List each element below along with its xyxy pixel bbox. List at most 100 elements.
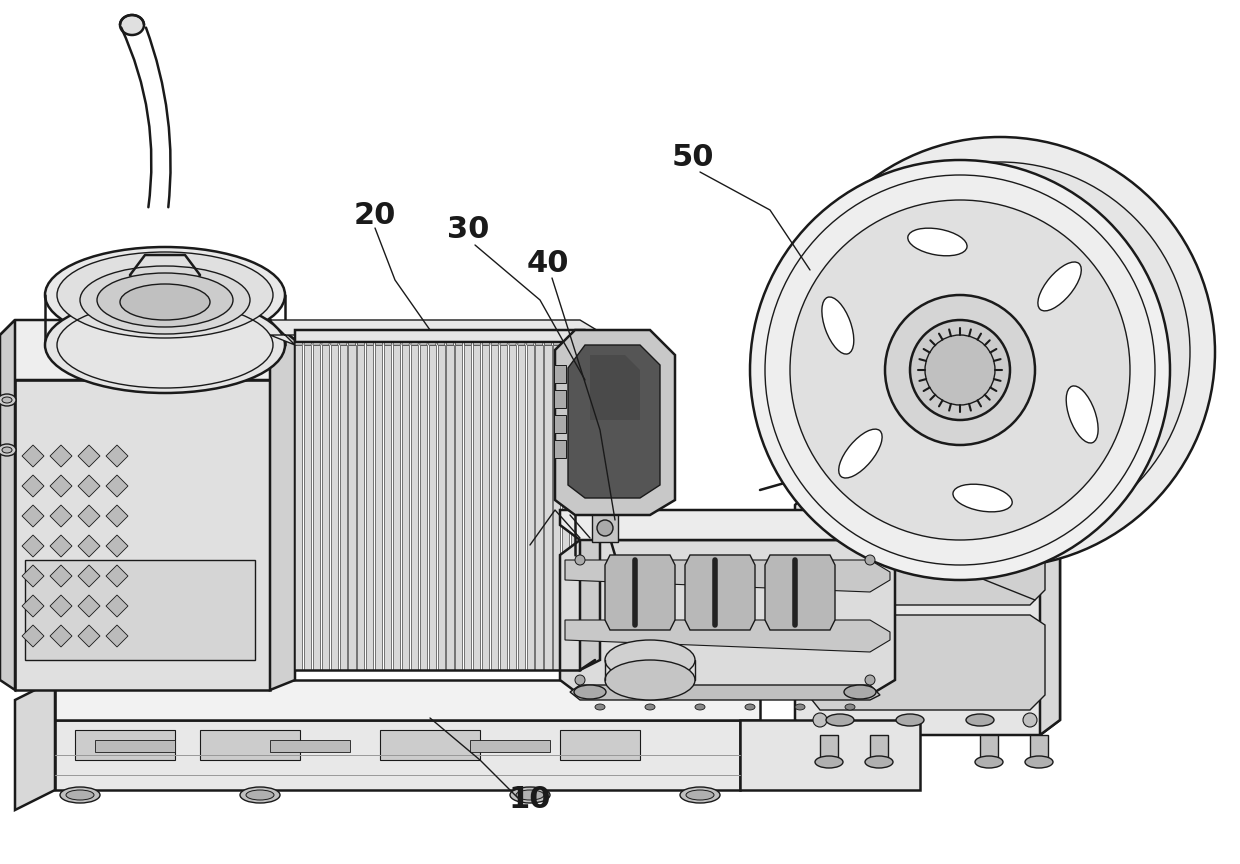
Polygon shape (312, 345, 320, 670)
Polygon shape (321, 345, 329, 670)
Polygon shape (379, 730, 480, 760)
Ellipse shape (765, 175, 1154, 565)
Polygon shape (544, 337, 553, 345)
Polygon shape (22, 565, 43, 587)
Polygon shape (419, 337, 428, 345)
Ellipse shape (516, 790, 544, 800)
Text: 10: 10 (508, 785, 552, 815)
Ellipse shape (1023, 713, 1037, 727)
Polygon shape (357, 337, 366, 345)
Polygon shape (553, 337, 562, 345)
Text: 20: 20 (353, 200, 397, 230)
Polygon shape (312, 337, 321, 345)
Ellipse shape (897, 714, 924, 726)
Polygon shape (517, 337, 526, 345)
Polygon shape (560, 540, 895, 695)
Ellipse shape (790, 200, 1130, 540)
Polygon shape (357, 345, 365, 670)
Ellipse shape (574, 685, 606, 699)
Ellipse shape (810, 162, 1190, 542)
Polygon shape (410, 337, 419, 345)
Polygon shape (474, 337, 481, 345)
Polygon shape (321, 337, 330, 345)
Polygon shape (22, 445, 43, 467)
Polygon shape (570, 685, 880, 700)
Polygon shape (78, 535, 100, 557)
Polygon shape (340, 337, 348, 345)
Polygon shape (50, 475, 72, 497)
Ellipse shape (844, 685, 875, 699)
Polygon shape (348, 337, 357, 345)
Polygon shape (393, 337, 402, 345)
Polygon shape (565, 560, 890, 592)
Polygon shape (78, 445, 100, 467)
Ellipse shape (1066, 386, 1099, 443)
Ellipse shape (1023, 503, 1037, 517)
Ellipse shape (2, 447, 12, 453)
Polygon shape (105, 535, 128, 557)
Polygon shape (565, 620, 890, 652)
Ellipse shape (605, 640, 694, 680)
Polygon shape (270, 320, 295, 690)
Ellipse shape (595, 704, 605, 710)
Polygon shape (105, 595, 128, 617)
Polygon shape (517, 345, 525, 670)
Polygon shape (554, 390, 565, 408)
Polygon shape (78, 475, 100, 497)
Polygon shape (808, 510, 1045, 605)
Ellipse shape (815, 756, 843, 768)
Polygon shape (50, 565, 72, 587)
Polygon shape (50, 625, 72, 647)
Polygon shape (808, 615, 1045, 710)
Ellipse shape (885, 295, 1035, 445)
Ellipse shape (575, 555, 585, 565)
Polygon shape (22, 595, 43, 617)
Ellipse shape (925, 335, 994, 405)
Polygon shape (50, 505, 72, 527)
Polygon shape (295, 337, 304, 345)
Polygon shape (22, 625, 43, 647)
Ellipse shape (66, 790, 94, 800)
Polygon shape (50, 595, 72, 617)
Polygon shape (562, 337, 570, 345)
Polygon shape (455, 345, 463, 670)
Polygon shape (482, 345, 489, 670)
Polygon shape (438, 337, 446, 345)
Ellipse shape (81, 266, 250, 334)
Ellipse shape (120, 15, 144, 35)
Polygon shape (590, 355, 640, 420)
Polygon shape (295, 345, 303, 670)
Polygon shape (591, 515, 618, 542)
Ellipse shape (975, 756, 1003, 768)
Ellipse shape (241, 787, 280, 803)
Ellipse shape (57, 252, 273, 338)
Polygon shape (402, 345, 409, 670)
Polygon shape (105, 475, 128, 497)
Polygon shape (402, 337, 410, 345)
Ellipse shape (645, 704, 655, 710)
Polygon shape (560, 510, 895, 555)
Polygon shape (527, 345, 533, 670)
Polygon shape (491, 345, 498, 670)
Polygon shape (55, 720, 740, 790)
Ellipse shape (813, 713, 827, 727)
Polygon shape (376, 345, 382, 670)
Polygon shape (580, 330, 600, 670)
Ellipse shape (60, 787, 100, 803)
Ellipse shape (1025, 756, 1053, 768)
Polygon shape (464, 345, 471, 670)
Ellipse shape (596, 520, 613, 536)
Polygon shape (429, 337, 436, 345)
Polygon shape (200, 730, 300, 760)
Polygon shape (870, 735, 888, 760)
Ellipse shape (680, 787, 720, 803)
Ellipse shape (745, 704, 755, 710)
Polygon shape (446, 337, 455, 345)
Polygon shape (50, 535, 72, 557)
Polygon shape (500, 345, 507, 670)
Polygon shape (572, 345, 578, 670)
Polygon shape (560, 730, 640, 760)
Ellipse shape (866, 756, 893, 768)
Polygon shape (95, 740, 175, 752)
Polygon shape (270, 740, 350, 752)
